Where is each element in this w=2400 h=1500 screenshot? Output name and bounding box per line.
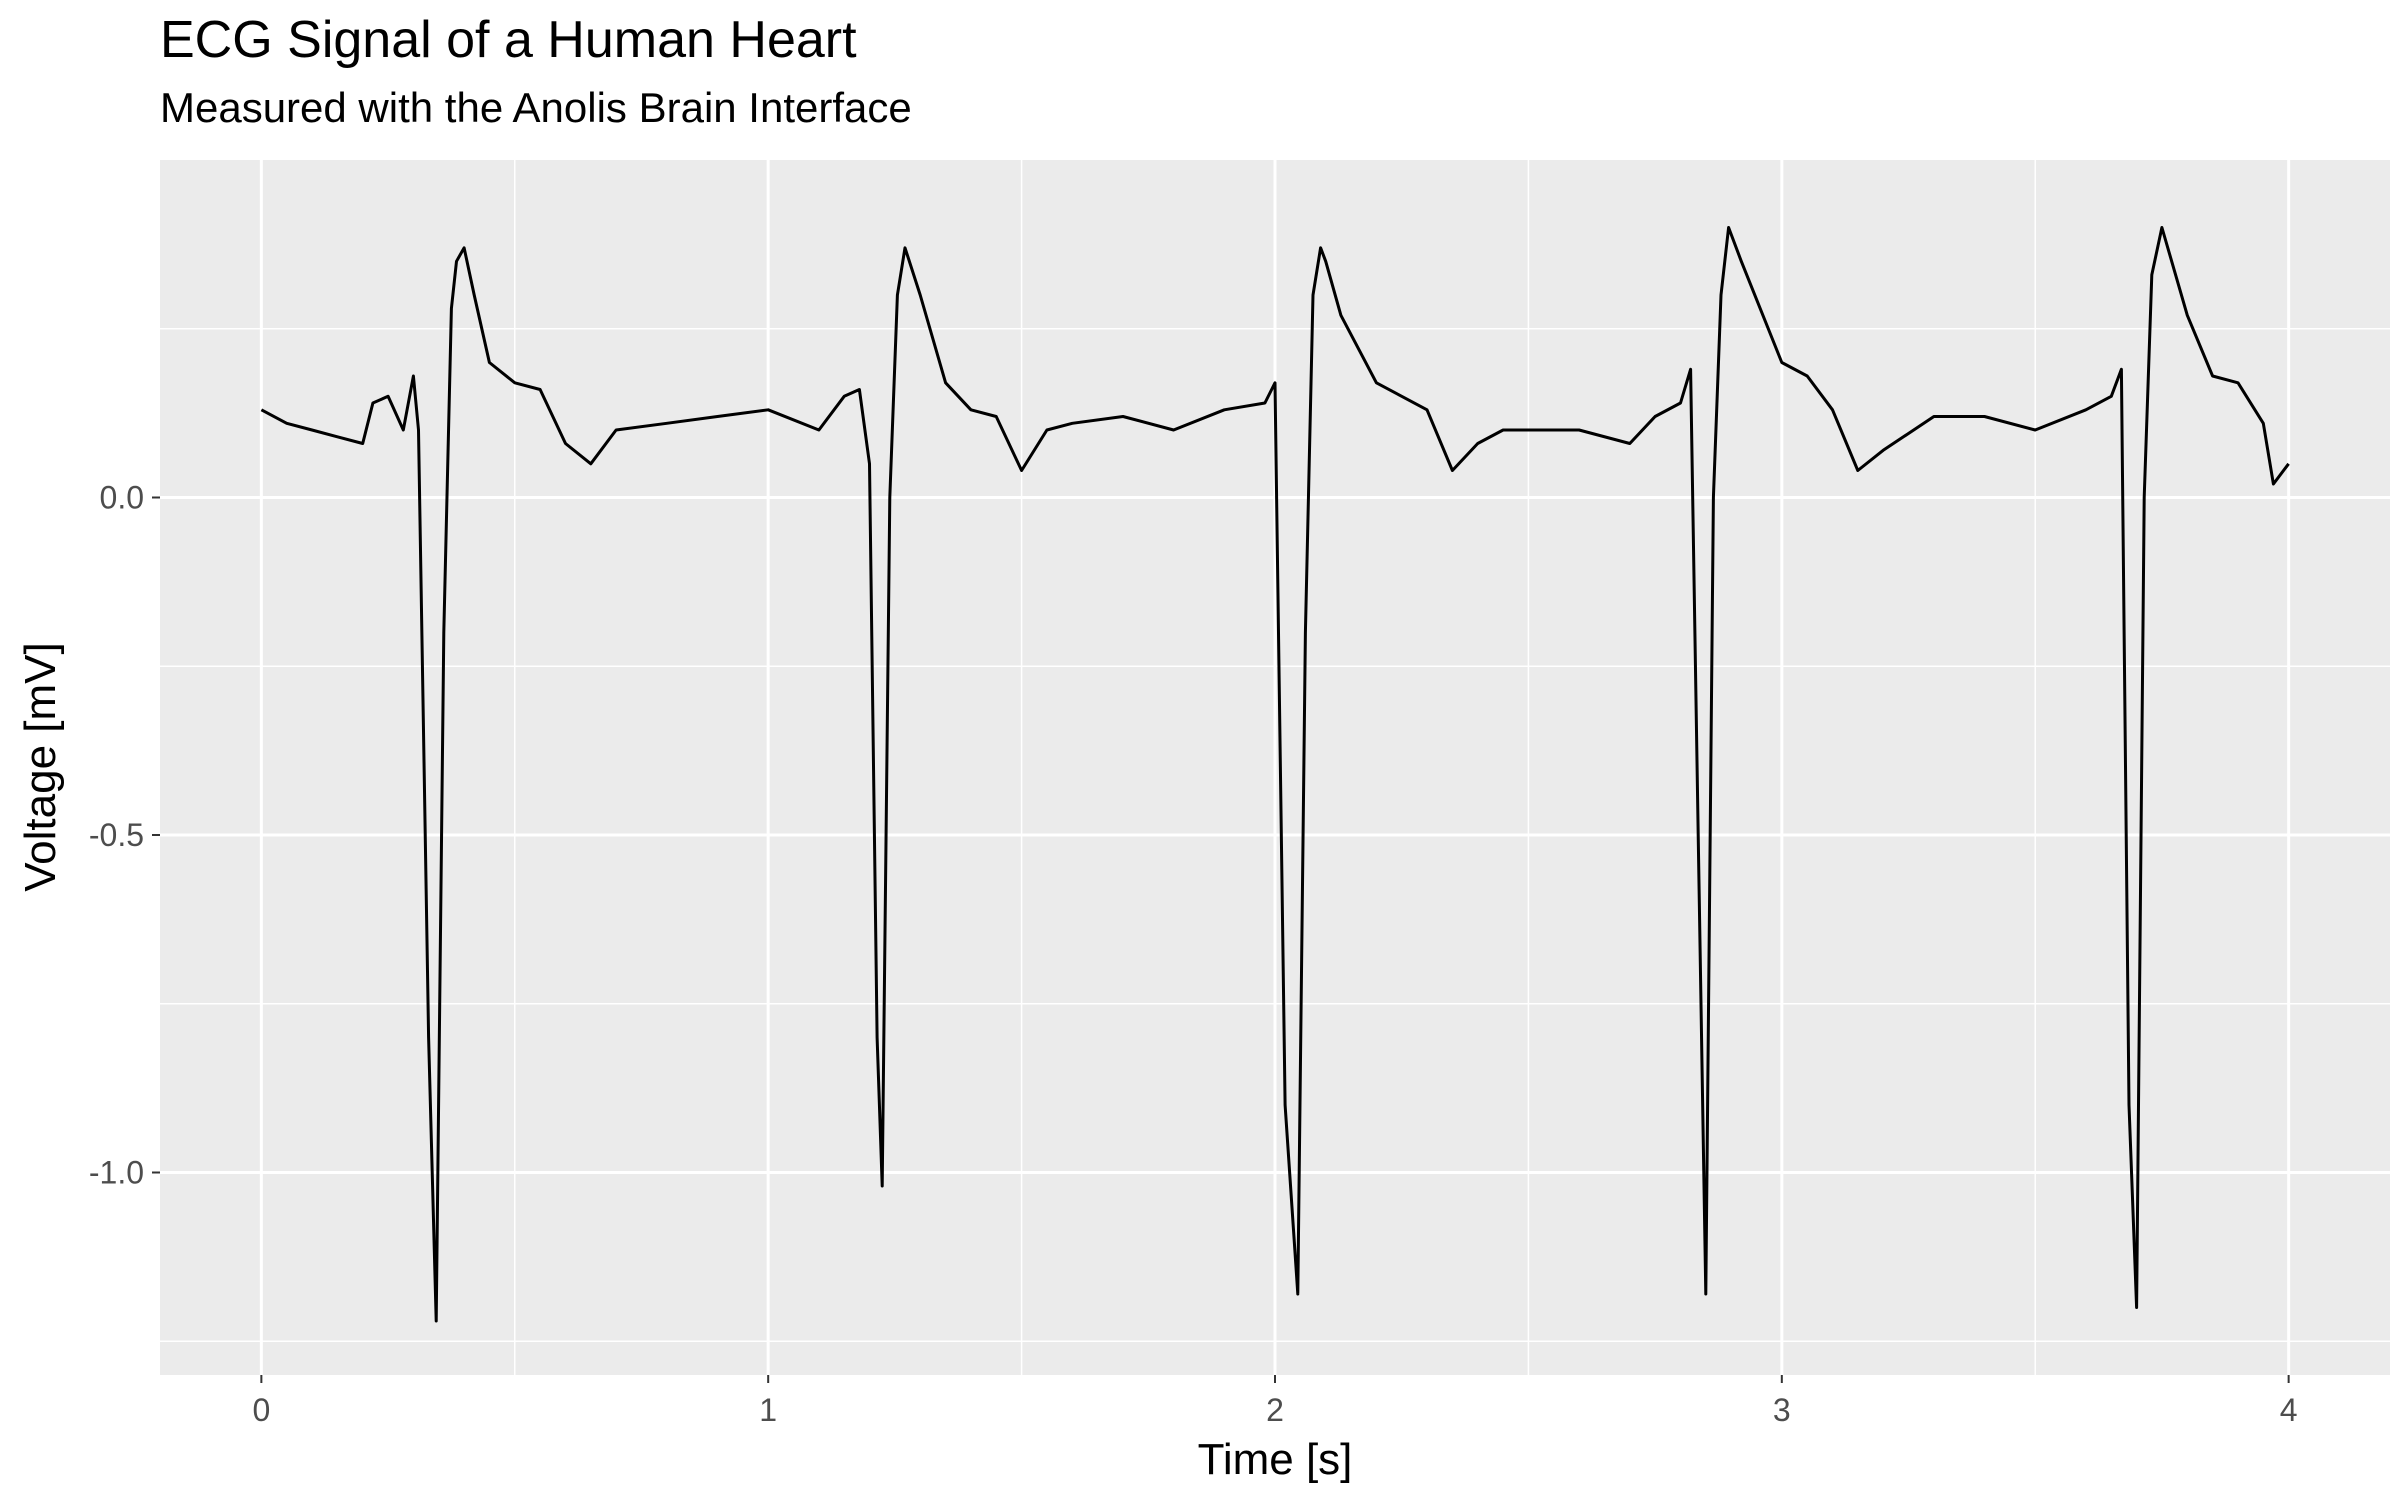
x-tick-label: 2	[1266, 1392, 1284, 1428]
chart-subtitle: Measured with the Anolis Brain Interface	[160, 84, 912, 131]
x-tick-label: 3	[1773, 1392, 1791, 1428]
y-axis-title: Voltage [mV]	[16, 642, 65, 891]
y-tick-label: -0.5	[89, 817, 144, 853]
chart-title: ECG Signal of a Human Heart	[160, 11, 857, 69]
x-axis-title: Time [s]	[1198, 1435, 1353, 1484]
tick-layer	[152, 496, 2290, 1383]
x-tick-label: 4	[2280, 1392, 2298, 1428]
x-tick-label: 0	[252, 1392, 270, 1428]
x-tick-label: 1	[759, 1392, 777, 1428]
y-tick-label: -1.0	[89, 1155, 144, 1191]
tick-label-layer: 0 1 2 3 4 -1.0 -0.5 0.0	[89, 480, 2298, 1429]
y-tick-label: 0.0	[100, 480, 144, 516]
series-layer	[260, 226, 2290, 1323]
ecg-signal-line	[260, 226, 2290, 1323]
